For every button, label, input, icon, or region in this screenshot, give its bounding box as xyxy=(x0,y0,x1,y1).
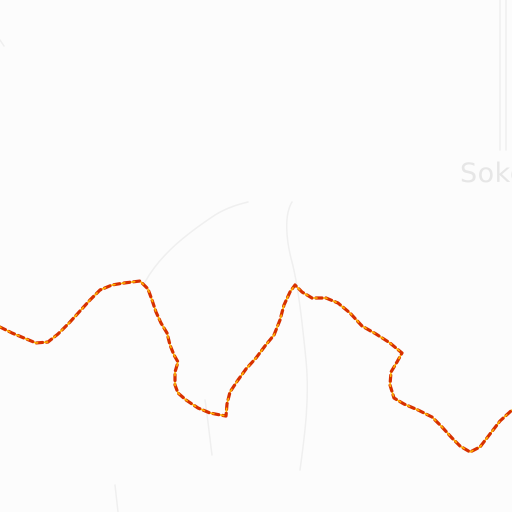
road-northwest-stub xyxy=(0,39,5,47)
route-line-inner xyxy=(0,280,512,453)
road-south xyxy=(114,484,119,512)
road-west-branch xyxy=(144,201,249,283)
road-central xyxy=(286,201,309,471)
place-label: Soko xyxy=(460,158,512,189)
road-southwest xyxy=(204,399,213,456)
route-line-outer xyxy=(0,279,512,454)
